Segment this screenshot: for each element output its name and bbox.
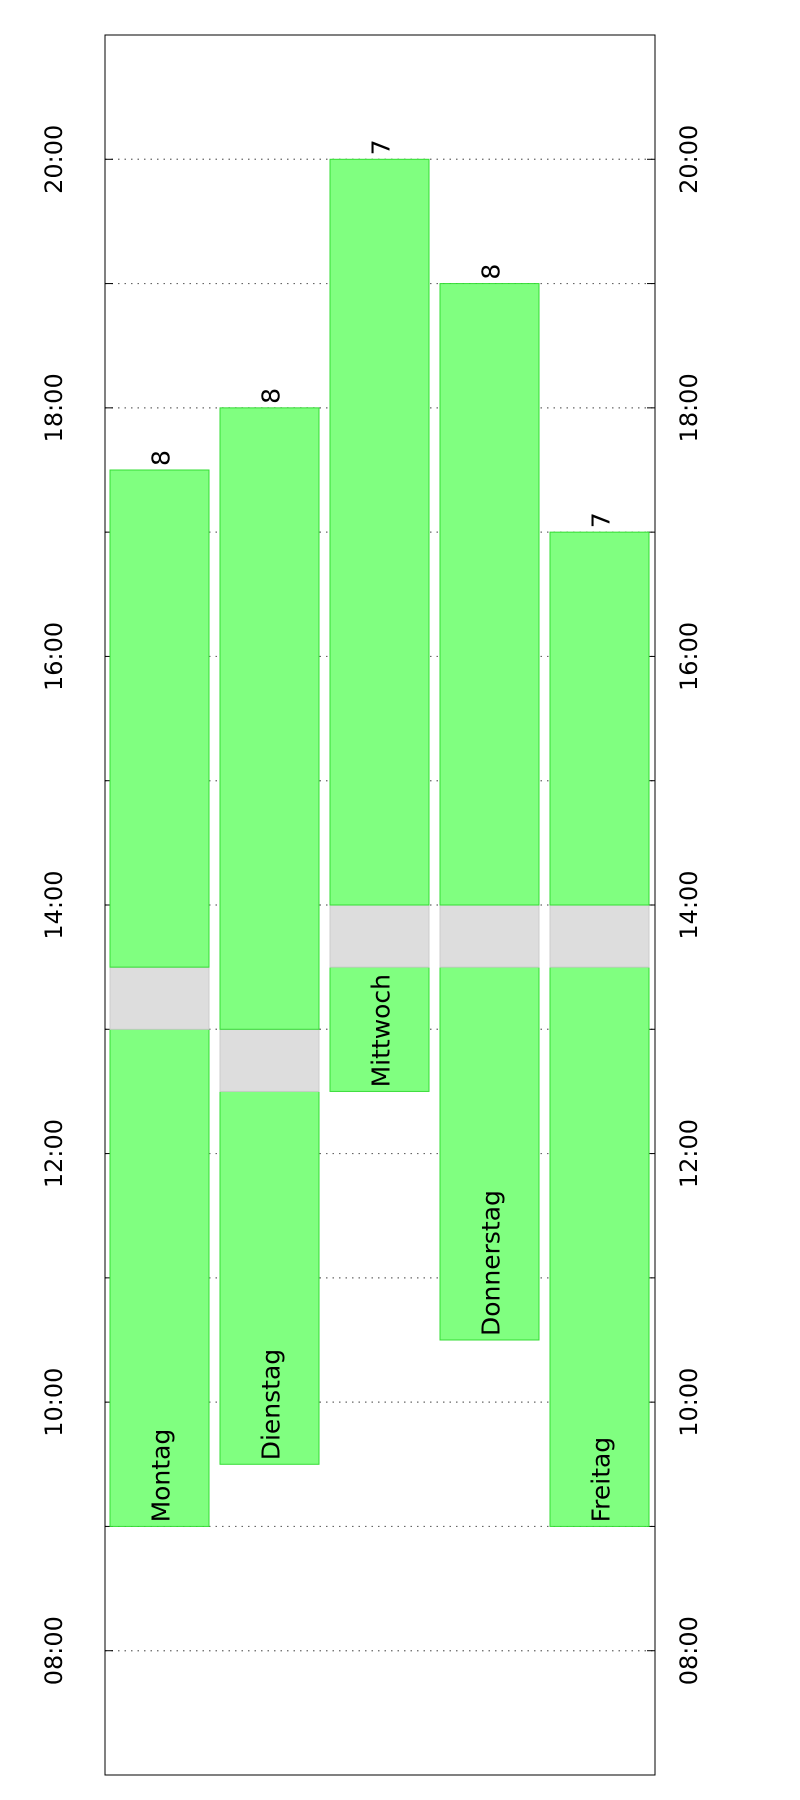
day-label: Freitag <box>587 1437 616 1523</box>
tick-label-right: 08:00 <box>675 1616 703 1685</box>
tick-label-right: 10:00 <box>675 1368 703 1437</box>
bar-donnerstag-morning <box>439 966 540 1341</box>
tick-label-left: 14:00 <box>40 870 68 939</box>
bar-freitag-morning <box>549 966 650 1527</box>
bar-montag-morning <box>109 1028 210 1527</box>
day-label: Donnerstag <box>477 1190 506 1336</box>
bar-mittwoch-afternoon <box>329 158 430 906</box>
tick-label-left: 18:00 <box>40 373 68 442</box>
plot-frame <box>104 34 656 1776</box>
bar-labels: Montag 8 Dienstag 8 Mittwoch 7 Donnerstag 8 Frei… <box>147 139 616 1522</box>
bar-donnerstag-afternoon <box>439 283 540 906</box>
tick-label-right: 12:00 <box>675 1119 703 1188</box>
bar-mittwoch-morning <box>329 966 430 1092</box>
bar-freitag-afternoon <box>549 531 650 906</box>
tick-label-left: 16:00 <box>40 622 68 691</box>
bar-freitag-break <box>549 904 650 968</box>
bar-dienstag-afternoon <box>219 407 320 1030</box>
hours-label: 8 <box>477 264 506 280</box>
hours-label: 8 <box>147 450 176 466</box>
bar-mittwoch-break <box>329 904 430 968</box>
tick-labels: 08:00 08:00 10:00 10:00 12:00 12:00 14:00 14:00… <box>40 125 703 1686</box>
tick-label-left: 08:00 <box>40 1616 68 1685</box>
hours-label: 7 <box>587 512 616 528</box>
tick-label-left: 20:00 <box>40 125 68 194</box>
day-label: Mittwoch <box>367 974 396 1087</box>
bar-montag-break <box>109 966 210 1030</box>
hours-label: 8 <box>257 388 286 404</box>
tick-label-left: 12:00 <box>40 1119 68 1188</box>
bar-dienstag-break <box>219 1028 320 1092</box>
bar-montag-afternoon <box>109 469 210 968</box>
tick-label-right: 14:00 <box>675 870 703 939</box>
tick-label-right: 16:00 <box>675 622 703 691</box>
day-label: Montag <box>147 1429 176 1523</box>
tick-label-right: 20:00 <box>675 125 703 194</box>
tick-label-left: 10:00 <box>40 1368 68 1437</box>
bar-dienstag-morning <box>219 1090 320 1465</box>
hours-label: 7 <box>367 139 396 155</box>
bar-donnerstag-break <box>439 904 540 968</box>
tick-label-right: 18:00 <box>675 373 703 442</box>
bars <box>109 158 650 1527</box>
day-label: Dienstag <box>257 1349 286 1460</box>
